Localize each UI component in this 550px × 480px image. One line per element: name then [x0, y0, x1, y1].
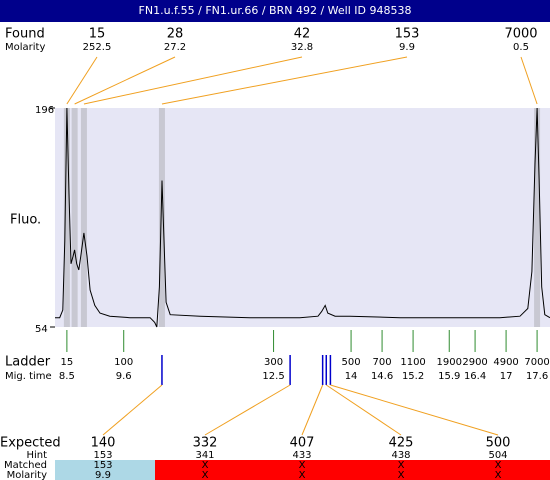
expected-label: Expected	[0, 436, 61, 451]
header-title: FN1.u.f.55 / FN1.ur.66 / BRN 492 / Well …	[139, 4, 412, 17]
matched-label: Matched	[4, 460, 47, 471]
y-axis-label: Fluo.	[10, 213, 41, 228]
ladder-size: 1100	[400, 357, 425, 368]
expected-molarity: 9.9	[95, 470, 111, 480]
expected-matched: X	[299, 460, 306, 471]
ladder-label: Ladder	[5, 355, 51, 370]
ladder-time: 12.5	[262, 371, 284, 382]
y-tick-label: 54	[35, 324, 48, 335]
matched-row-ok	[55, 460, 155, 480]
peak-band	[534, 108, 541, 327]
found-size: 153	[395, 27, 420, 42]
matched-row-fail	[155, 460, 550, 480]
header-bar	[0, 0, 550, 22]
peak-connector	[66, 56, 98, 105]
found-molarity: 27.2	[164, 42, 186, 53]
expected-connector	[102, 384, 163, 436]
expected-size: 140	[91, 436, 116, 451]
ladder-time: 15.9	[438, 371, 460, 382]
ladder-time: 17.6	[526, 371, 548, 382]
expected-molarity: X	[495, 470, 502, 480]
peak-connector	[161, 56, 408, 105]
ladder-time: 15.2	[402, 371, 424, 382]
ladder-time: 17	[500, 371, 513, 382]
ladder-time: 14.6	[371, 371, 393, 382]
expected-hint: 438	[391, 450, 410, 461]
ladder-size: 300	[264, 357, 283, 368]
expected-hint: 433	[292, 450, 311, 461]
ladder-size: 7000	[524, 357, 549, 368]
ladder-size: 4900	[493, 357, 518, 368]
peak-band	[80, 108, 87, 327]
expected-molarity: X	[202, 470, 209, 480]
expected-connector	[204, 384, 291, 436]
expected-molarity: X	[398, 470, 405, 480]
ladder-size: 500	[342, 357, 361, 368]
found-size: 7000	[504, 27, 537, 42]
expected-size: 500	[486, 436, 511, 451]
trace	[55, 107, 550, 328]
found-sub-label: Molarity	[5, 42, 45, 53]
plot-area	[55, 108, 550, 327]
expected-matched: 153	[93, 460, 112, 471]
y-tick-label: 196	[35, 105, 54, 116]
ladder-time: 16.4	[464, 371, 486, 382]
expected-hint: 341	[195, 450, 214, 461]
ladder-size: 2900	[462, 357, 487, 368]
ladder-time: 14	[345, 371, 358, 382]
peak-connector	[83, 56, 303, 105]
peak-band	[63, 108, 70, 327]
found-size: 42	[294, 27, 311, 42]
expected-matched: X	[398, 460, 405, 471]
expected-hint: 504	[488, 450, 507, 461]
expected-matched: X	[495, 460, 502, 471]
found-size: 28	[167, 27, 184, 42]
ladder-sub-label: Mig. time	[5, 371, 52, 382]
ladder-time: 9.6	[116, 371, 132, 382]
found-molarity: 252.5	[83, 42, 112, 53]
ladder-size: 700	[373, 357, 392, 368]
peak-band	[71, 108, 78, 327]
hint-label: Hint	[26, 450, 47, 461]
found-molarity: 32.8	[291, 42, 313, 53]
molarity-label: Molarity	[7, 470, 47, 480]
expected-matched: X	[202, 460, 209, 471]
found-size: 15	[89, 27, 106, 42]
ladder-size: 1900	[437, 357, 462, 368]
found-label: Found	[5, 27, 45, 42]
peak-band	[158, 108, 165, 327]
expected-size: 332	[193, 436, 218, 451]
expected-molarity: X	[299, 470, 306, 480]
found-molarity: 9.9	[399, 42, 415, 53]
ladder-size: 15	[61, 357, 74, 368]
peak-connector	[520, 56, 538, 105]
expected-size: 407	[290, 436, 315, 451]
expected-hint: 153	[93, 450, 112, 461]
expected-connector	[330, 384, 499, 436]
expected-size: 425	[389, 436, 414, 451]
ladder-size: 100	[114, 357, 133, 368]
expected-connector	[301, 384, 324, 436]
found-molarity: 0.5	[513, 42, 529, 53]
ladder-time: 8.5	[59, 371, 75, 382]
peak-connector	[74, 56, 176, 105]
expected-connector	[325, 384, 402, 436]
